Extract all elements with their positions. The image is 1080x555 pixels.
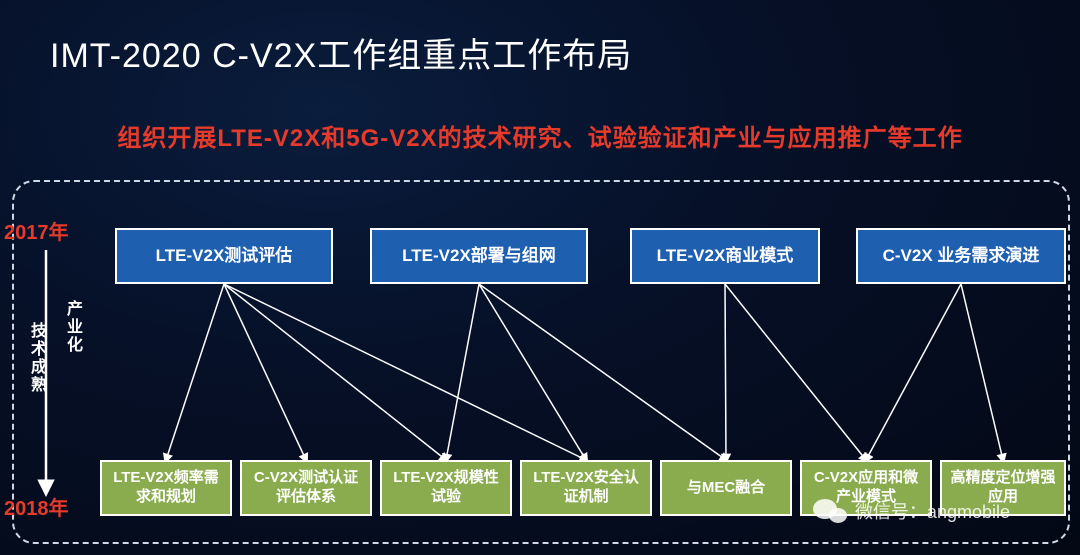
watermark: 微信号：angmobile xyxy=(813,497,1010,525)
axis-label-right: 产业化 xyxy=(60,300,84,354)
year-start: 2017年 xyxy=(4,216,69,245)
slide-root: IMT-2020 C-V2X工作组重点工作布局 组织开展LTE-V2X和5G-V… xyxy=(0,0,1080,555)
bottom-box-2: LTE-V2X规模性试验 xyxy=(380,460,512,516)
slide-title: IMT-2020 C-V2X工作组重点工作布局 xyxy=(50,28,632,77)
bottom-box-1: C-V2X测试认证评估体系 xyxy=(240,460,372,516)
top-box-0: LTE-V2X测试评估 xyxy=(115,228,333,284)
wechat-icon xyxy=(813,497,847,525)
axis-label-left: 技术成熟 xyxy=(24,322,48,394)
year-end: 2018年 xyxy=(4,492,69,521)
bottom-box-3: LTE-V2X安全认证机制 xyxy=(520,460,652,516)
bottom-box-0: LTE-V2X频率需求和规划 xyxy=(100,460,232,516)
slide-subtitle: 组织开展LTE-V2X和5G-V2X的技术研究、试验验证和产业与应用推广等工作 xyxy=(0,118,1080,153)
bottom-box-4: 与MEC融合 xyxy=(660,460,792,516)
top-box-1: LTE-V2X部署与组网 xyxy=(370,228,588,284)
top-box-3: C-V2X 业务需求演进 xyxy=(856,228,1066,284)
watermark-text: 微信号：angmobile xyxy=(855,498,1010,524)
top-box-2: LTE-V2X商业模式 xyxy=(630,228,820,284)
